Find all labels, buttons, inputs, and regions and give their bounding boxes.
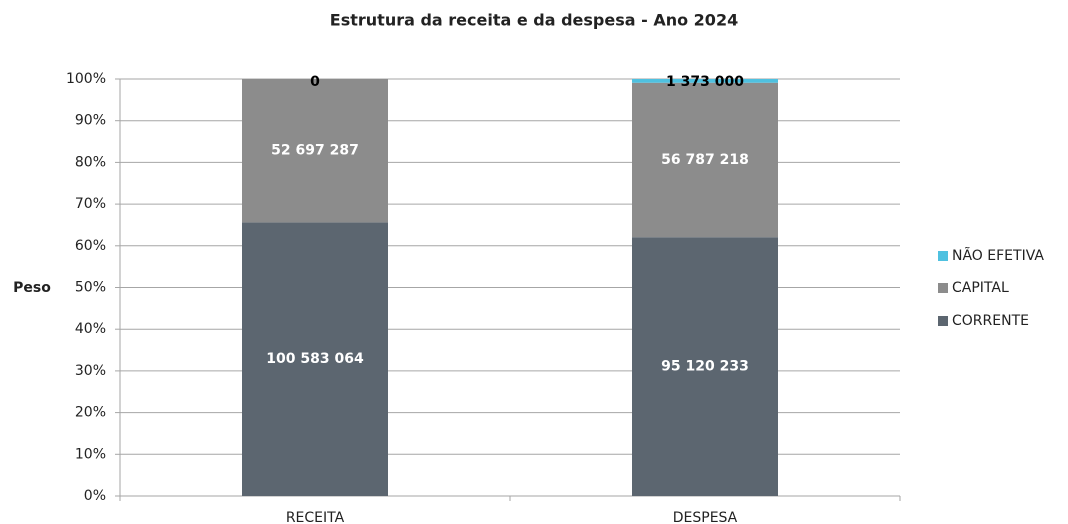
y-axis-label: Peso bbox=[13, 280, 51, 296]
data-label: 100 583 064 bbox=[266, 351, 364, 367]
legend-swatch bbox=[938, 316, 948, 326]
legend-label: NÃO EFETIVA bbox=[952, 247, 1044, 264]
bar-segment bbox=[242, 222, 388, 496]
legend-swatch bbox=[938, 283, 948, 293]
x-tick-label: RECEITA bbox=[286, 510, 345, 524]
legend-label: CORRENTE bbox=[952, 313, 1029, 329]
legend-swatch bbox=[938, 251, 948, 261]
data-label: 52 697 287 bbox=[271, 143, 359, 159]
y-tick-label: 50% bbox=[75, 280, 106, 296]
y-tick-label: 40% bbox=[75, 321, 106, 337]
x-tick-label: DESPESA bbox=[673, 510, 738, 524]
y-tick-label: 90% bbox=[75, 113, 106, 129]
chart-title: Estrutura da receita e da despesa - Ano … bbox=[330, 11, 738, 30]
data-label: 1 373 000 bbox=[666, 74, 744, 90]
y-tick-label: 60% bbox=[75, 238, 106, 254]
y-tick-label: 80% bbox=[75, 154, 106, 170]
legend-label: CAPITAL bbox=[952, 280, 1009, 296]
bar-segment bbox=[632, 82, 778, 238]
y-tick-label: 100% bbox=[66, 71, 106, 87]
y-tick-label: 20% bbox=[75, 405, 106, 421]
y-tick-label: 0% bbox=[84, 488, 106, 504]
y-tick-label: 30% bbox=[75, 363, 106, 379]
data-label: 95 120 233 bbox=[661, 359, 749, 375]
bar-segment bbox=[632, 79, 778, 83]
y-tick-label: 70% bbox=[75, 196, 106, 212]
bar-segment bbox=[242, 79, 388, 223]
data-label: 0 bbox=[310, 74, 320, 90]
bar-segment bbox=[632, 237, 778, 496]
y-tick-label: 10% bbox=[75, 446, 106, 462]
data-label: 56 787 218 bbox=[661, 152, 749, 168]
